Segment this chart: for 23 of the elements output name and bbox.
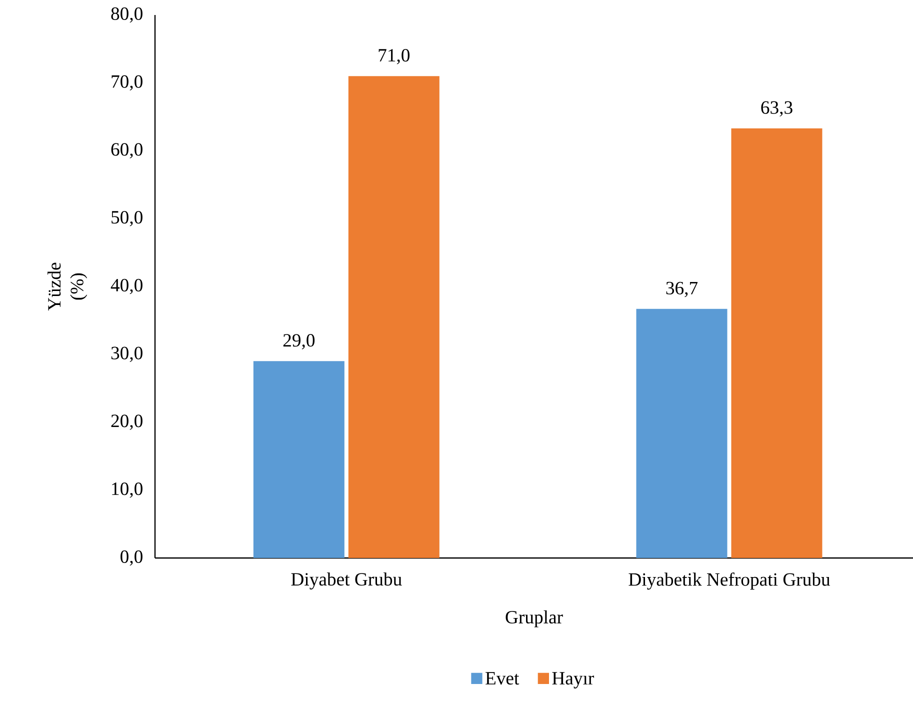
y-tick-label: 20,0 xyxy=(111,414,142,430)
x-tick-label: Diyabet Grubu xyxy=(291,572,402,590)
x-tick-label: Diyabetik Nefropati Grubu xyxy=(628,572,830,590)
y-tick-label: 30,0 xyxy=(111,346,142,362)
legend-label: Hayır xyxy=(552,672,594,688)
y-tick-label: 50,0 xyxy=(112,210,142,226)
y-axis-title: Yüzde (%) xyxy=(48,262,88,311)
data-label: 36,7 xyxy=(666,282,698,298)
bar xyxy=(731,128,822,558)
data-label: 71,0 xyxy=(378,48,410,64)
y-tick-label: 40,0 xyxy=(110,278,142,294)
y-tick-label: 0,0 xyxy=(120,550,142,566)
bar xyxy=(253,361,344,558)
bar xyxy=(348,76,440,558)
y-tick-label: 70,0 xyxy=(112,75,142,91)
data-label: 63,3 xyxy=(761,101,792,117)
bar xyxy=(636,308,728,558)
x-axis-title: Gruplar xyxy=(506,610,563,628)
data-label: 29,0 xyxy=(283,334,315,350)
y-tick-label: 60,0 xyxy=(111,143,142,158)
legend-label: Evet xyxy=(486,672,520,685)
y-tick-label: 10,0 xyxy=(112,482,142,498)
y-tick-label: 80,0 xyxy=(111,7,142,23)
